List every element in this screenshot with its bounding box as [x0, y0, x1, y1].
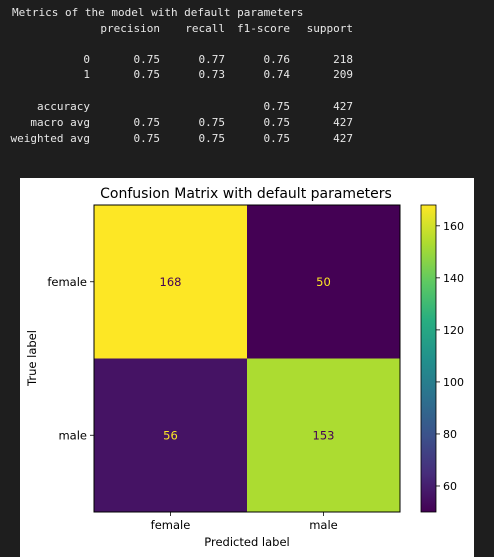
cell-value: 153 [313, 428, 335, 442]
row-precision: 0.75 [133, 116, 161, 129]
x-tick-label: male [309, 518, 338, 532]
row-label: 0 [83, 53, 90, 66]
colorbar-tick-label: 80 [443, 428, 457, 441]
matrix-cell [247, 358, 400, 512]
row-support: 427 [333, 132, 353, 145]
row-label: accuracy [37, 100, 90, 113]
row-recall: 0.73 [198, 68, 226, 81]
colorbar-tick-label: 160 [443, 220, 464, 233]
row-recall: 0.75 [198, 132, 226, 145]
row-f1: 0.75 [263, 132, 291, 145]
header-f1-score: f1-score [237, 22, 290, 35]
row-support: 427 [333, 116, 353, 129]
x-tick-label: female [151, 518, 191, 532]
matrix-cell [94, 205, 247, 359]
header-support: support [306, 22, 353, 35]
plot-frame [93, 204, 401, 513]
cell-value: 56 [163, 428, 178, 442]
colorbar-tick-label: 140 [443, 272, 464, 285]
row-precision: 0.75 [133, 68, 161, 81]
row-support: 427 [333, 100, 353, 113]
y-axis-label: True label [25, 330, 39, 387]
row-f1: 0.75 [263, 100, 291, 113]
cell-value: 50 [316, 275, 331, 289]
row-label: 1 [83, 68, 90, 81]
row-f1: 0.74 [263, 68, 291, 81]
colorbar-tick-label: 100 [443, 376, 464, 389]
matrix-cell [247, 205, 400, 359]
row-label: macro avg [30, 116, 90, 129]
row-f1: 0.76 [263, 53, 291, 66]
y-tick-label: female [47, 275, 87, 289]
row-precision: 0.75 [133, 53, 161, 66]
row-support: 218 [333, 53, 353, 66]
row-recall: 0.77 [198, 53, 226, 66]
y-tick-label: male [58, 428, 87, 442]
row-label: weighted avg [10, 132, 90, 145]
confusion-matrix-chart: Confusion Matrix with default parameters… [25, 186, 464, 549]
row-support: 209 [333, 68, 353, 81]
chart-title: Confusion Matrix with default parameters [100, 186, 392, 202]
report-title: Metrics of the model with default parame… [12, 6, 304, 19]
x-axis-label: Predicted label [204, 535, 289, 549]
row-precision: 0.75 [133, 132, 161, 145]
colorbar-tick-label: 60 [443, 480, 457, 493]
header-precision: precision [100, 22, 160, 35]
confusion-matrix-figure: Confusion Matrix with default parameters… [20, 178, 474, 557]
matrix-cell [94, 358, 247, 512]
header-recall: recall [185, 22, 225, 35]
cell-value: 168 [160, 275, 182, 289]
row-f1: 0.75 [263, 116, 291, 129]
row-recall: 0.75 [198, 116, 226, 129]
colorbar [420, 204, 437, 513]
colorbar-tick-label: 120 [443, 324, 464, 337]
